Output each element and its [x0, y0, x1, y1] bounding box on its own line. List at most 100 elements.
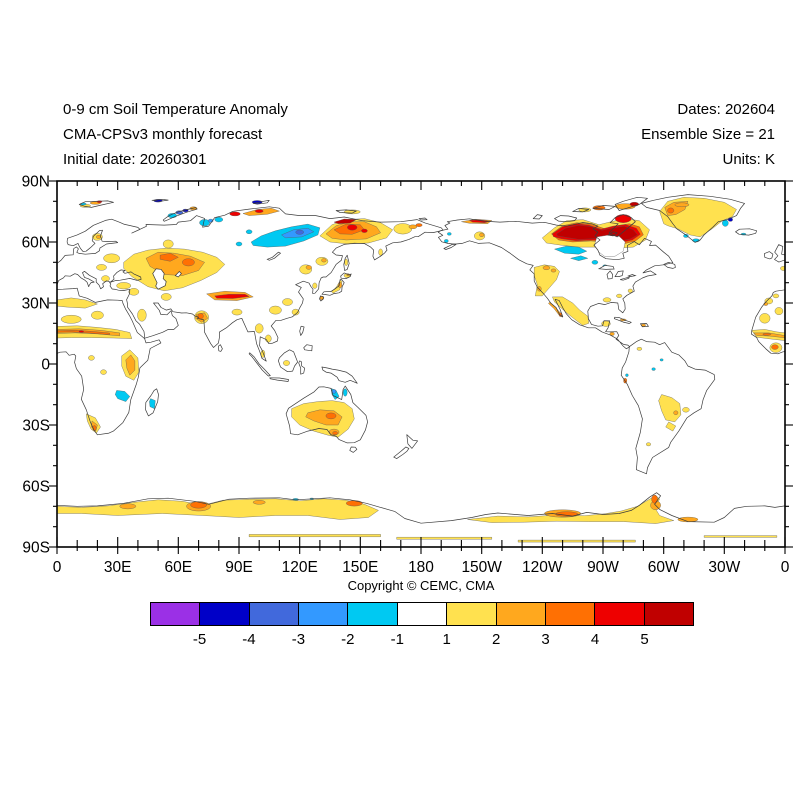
lon-tick-label: 30E [104, 559, 132, 576]
anomaly-region [325, 412, 337, 420]
anomaly-patches [57, 197, 785, 543]
anomaly-region [214, 294, 250, 299]
colorbar-tick-label: 3 [541, 631, 550, 648]
anomaly-region [269, 305, 282, 315]
anomaly-region [235, 241, 243, 247]
lat-tick-label: 60S [22, 479, 50, 496]
anomaly-region [625, 373, 629, 377]
anomaly-region [283, 360, 290, 366]
anomaly-region [447, 232, 452, 236]
lon-tick-label: 90W [587, 559, 619, 576]
anomaly-region [182, 258, 195, 267]
anomaly-region [444, 239, 449, 243]
lon-tick-label: 150E [342, 559, 378, 576]
anomaly-region [517, 539, 636, 543]
anomaly-region [569, 255, 589, 261]
info-block: Dates: 202604 Ensemble Size = 21 Units: … [641, 97, 775, 172]
anomaly-region [759, 313, 771, 324]
info-dates: Dates: 202604 [677, 101, 775, 118]
anomaly-region [415, 223, 423, 227]
anomaly-region [393, 223, 413, 235]
anomaly-region [614, 214, 632, 223]
lakes [152, 251, 637, 290]
axis-ticks [49, 180, 793, 554]
anomaly-region [160, 293, 172, 301]
colorbar-swatch [249, 603, 300, 625]
anomaly-region [651, 367, 656, 371]
anomaly-region [229, 211, 241, 217]
anomaly-region [772, 293, 780, 299]
anomaly-region [659, 197, 737, 238]
colorbar-swatch [595, 603, 645, 625]
anomaly-region [542, 265, 550, 270]
anomaly-region [467, 494, 675, 524]
anomaly-region [659, 358, 664, 362]
copyright-text: Copyright © CEMC, CMA [347, 578, 495, 593]
anomaly-region [115, 390, 131, 402]
anomaly-region [667, 207, 675, 214]
lat-tick-label: 0 [41, 357, 50, 374]
colorbar-swatch [496, 603, 546, 625]
anomaly-region [103, 253, 120, 263]
lon-tick-label: 120E [282, 559, 318, 576]
anomaly-region [255, 209, 264, 213]
lon-tick-label: 0 [781, 559, 790, 576]
anomaly-region [159, 253, 179, 262]
coastlines [57, 194, 785, 524]
anomaly-region [338, 282, 343, 289]
anomaly-region [137, 308, 147, 322]
title-variable: 0-9 cm Soil Temperature Anomaly [63, 101, 288, 118]
colorbar-swatch [200, 603, 250, 625]
title-block: 0-9 cm Soil Temperature Anomaly CMA-CPSv… [63, 97, 288, 172]
colorbar-swatch [545, 603, 596, 625]
anomaly-region [190, 501, 207, 509]
anomaly-region [682, 407, 690, 413]
colorbar-tick-label: 4 [590, 631, 600, 648]
title-initial-date: Initial date: 20260301 [63, 151, 207, 168]
anomaly-region [119, 503, 137, 510]
colorbar-tick-label: 5 [640, 631, 649, 648]
colorbar-tick-label: -1 [390, 631, 404, 648]
anomaly-region [703, 535, 778, 538]
lon-tick-label: 0 [53, 559, 62, 576]
anomaly-region [780, 266, 785, 271]
anomaly-region [762, 333, 771, 336]
anomaly-region [96, 235, 101, 239]
anomaly-region [347, 224, 358, 231]
anomaly-region [408, 224, 418, 229]
anomaly-region [550, 268, 557, 273]
anomaly-region [255, 323, 264, 334]
anomaly-region [231, 308, 243, 316]
anomaly-region [673, 410, 679, 415]
anomaly-region [609, 332, 615, 336]
anomaly-region [753, 332, 785, 338]
anomaly-region [321, 258, 327, 263]
anomaly-region [291, 308, 300, 316]
lon-tick-label: 120W [522, 559, 563, 576]
anomaly-region [346, 500, 363, 507]
anomaly-region [479, 232, 485, 237]
anomaly-region [78, 330, 84, 333]
anomaly-region [245, 229, 253, 234]
colorbar-swatch [299, 603, 349, 625]
anomaly-region [214, 217, 223, 223]
anomaly-region [197, 313, 204, 320]
colorbar-swatch [447, 603, 497, 625]
anomaly-region [627, 288, 633, 293]
anomaly-region [295, 229, 304, 235]
colorbar-swatch [644, 603, 693, 625]
anomaly-region [396, 537, 492, 540]
lon-tick-label: 180 [408, 559, 434, 576]
anomaly-region [683, 234, 689, 238]
anomaly-region [248, 534, 381, 537]
anomaly-region [60, 315, 82, 324]
anomaly-region [646, 442, 651, 447]
colorbar-tick-label: 2 [492, 631, 501, 648]
anomaly-region [128, 288, 140, 296]
anomaly-region [602, 297, 612, 303]
anomaly-region [252, 500, 266, 505]
anomaly-region [591, 260, 599, 265]
title-model: CMA-CPSv3 monthly forecast [63, 126, 263, 143]
